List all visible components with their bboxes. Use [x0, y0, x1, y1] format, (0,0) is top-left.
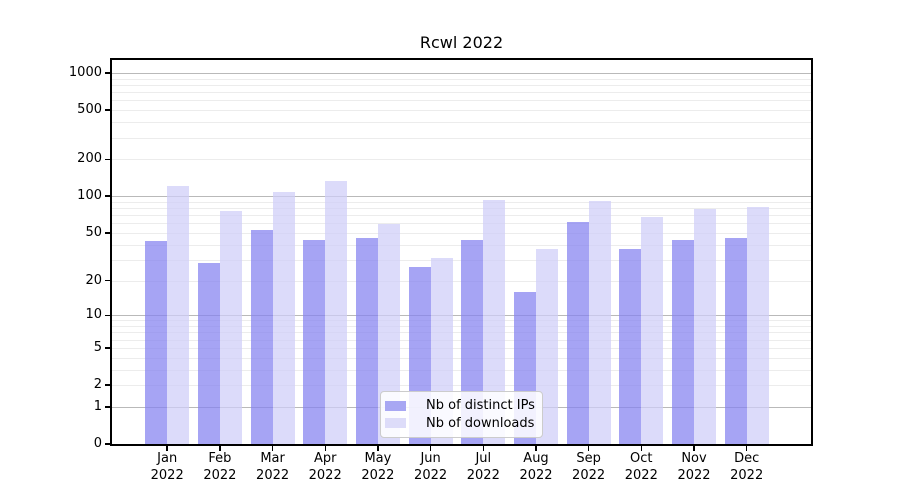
y-tick-label-500: 500 [77, 102, 102, 118]
legend: Nb of distinct IPs Nb of downloads [380, 391, 543, 438]
legend-swatch-downloads [385, 418, 406, 429]
y-tick-label-100: 100 [77, 188, 102, 204]
gridline-700 [112, 92, 811, 94]
y-tick-mark-50 [105, 232, 112, 234]
bar-ips-nov [672, 239, 694, 444]
x-tick-mark-oct [640, 446, 643, 451]
bar-ips-jan [145, 240, 168, 444]
x-tick-mark-aug [535, 446, 537, 451]
y-tick-mark-1 [105, 406, 112, 408]
x-tick-mark-mar [271, 446, 274, 451]
x-tick-mark-jun [429, 446, 432, 451]
bar-downloads-may [377, 224, 400, 444]
legend-item-distinct-ips: Nb of distinct IPs [385, 397, 536, 414]
legend-swatch-distinct-ips [385, 400, 406, 411]
x-tick-label-jan: Jan 2022 [150, 451, 184, 483]
x-tick-mark-sep [587, 446, 590, 451]
bar-ips-dec [724, 238, 747, 444]
y-tick-label-0: 0 [93, 436, 102, 451]
x-tick-label-sep: Sep 2022 [572, 451, 606, 483]
x-tick-mark-jul [482, 446, 484, 451]
x-tick-label-feb: Feb 2022 [203, 451, 237, 483]
gridline-200 [112, 159, 811, 161]
bar-downloads-feb [219, 210, 242, 444]
y-tick-mark-5 [105, 347, 112, 349]
gridline-80 [112, 208, 811, 209]
bar-ips-sep [566, 221, 589, 444]
gridline-500 [112, 110, 811, 112]
y-tick-label-1000: 1000 [68, 65, 102, 80]
bar-downloads-mar [272, 191, 295, 444]
y-tick-label-20: 20 [85, 272, 102, 288]
bar-downloads-sep [588, 201, 611, 444]
y-tick-mark-2 [105, 384, 112, 386]
bar-downloads-oct [641, 216, 664, 444]
y-tick-label-10: 10 [85, 307, 102, 323]
x-tick-label-oct: Oct 2022 [624, 451, 658, 483]
gridline-800 [112, 85, 811, 86]
x-tick-label-mar: Mar 2022 [256, 451, 290, 483]
legend-label-distinct-ips: Nb of distinct IPs [426, 398, 535, 414]
y-tick-mark-0 [105, 443, 112, 445]
y-tick-mark-500 [105, 109, 112, 111]
gridline-50 [112, 232, 811, 234]
x-tick-label-jul: Jul 2022 [466, 451, 500, 483]
bar-downloads-apr [325, 180, 348, 444]
bar-ips-oct [619, 248, 642, 444]
x-tick-mark-dec [745, 446, 748, 451]
y-tick-label-5: 5 [93, 339, 102, 355]
gridline-600 [112, 100, 811, 102]
bar-ips-apr [303, 239, 326, 444]
legend-label-downloads: Nb of downloads [426, 415, 535, 431]
x-tick-mark-jan [166, 446, 168, 451]
y-tick-label-2: 2 [93, 377, 102, 392]
y-tick-label-200: 200 [77, 151, 102, 167]
y-tick-mark-10 [105, 314, 112, 316]
gridline-400 [112, 122, 811, 124]
chart-title: Rcwl 2022 [419, 33, 504, 52]
x-tick-label-may: May 2022 [361, 451, 395, 483]
x-tick-label-apr: Apr 2022 [308, 451, 342, 483]
y-tick-label-50: 50 [85, 224, 102, 240]
y-tick-mark-20 [105, 279, 112, 282]
y-tick-mark-1000 [105, 72, 112, 74]
bar-downloads-jul [483, 199, 506, 444]
x-tick-mark-feb [219, 446, 221, 451]
gridline-70 [112, 215, 811, 217]
x-tick-label-dec: Dec 2022 [730, 451, 764, 483]
bar-ips-may [355, 238, 378, 444]
legend-item-downloads: Nb of downloads [385, 415, 536, 432]
bar-ips-feb [197, 263, 220, 444]
gridline-1000 [112, 73, 811, 74]
x-tick-mark-may [377, 446, 379, 451]
y-tick-label-1: 1 [93, 398, 102, 414]
x-tick-mark-apr [324, 446, 326, 451]
x-tick-label-aug: Aug 2022 [519, 451, 553, 483]
gridline-900 [112, 78, 811, 80]
plot-area [112, 60, 811, 444]
gridline-300 [112, 137, 811, 139]
bar-ips-mar [250, 229, 273, 444]
x-tick-mark-nov [693, 446, 695, 451]
y-tick-mark-100 [105, 195, 112, 197]
bar-downloads-nov [694, 209, 716, 444]
x-tick-label-jun: Jun 2022 [414, 451, 448, 483]
bar-downloads-dec [746, 207, 769, 444]
bar-downloads-jan [167, 185, 190, 444]
y-tick-mark-200 [105, 158, 112, 160]
gridline-90 [112, 201, 811, 203]
gridline-60 [112, 223, 811, 225]
gridline-100 [112, 196, 811, 198]
x-tick-label-nov: Nov 2022 [677, 451, 711, 483]
